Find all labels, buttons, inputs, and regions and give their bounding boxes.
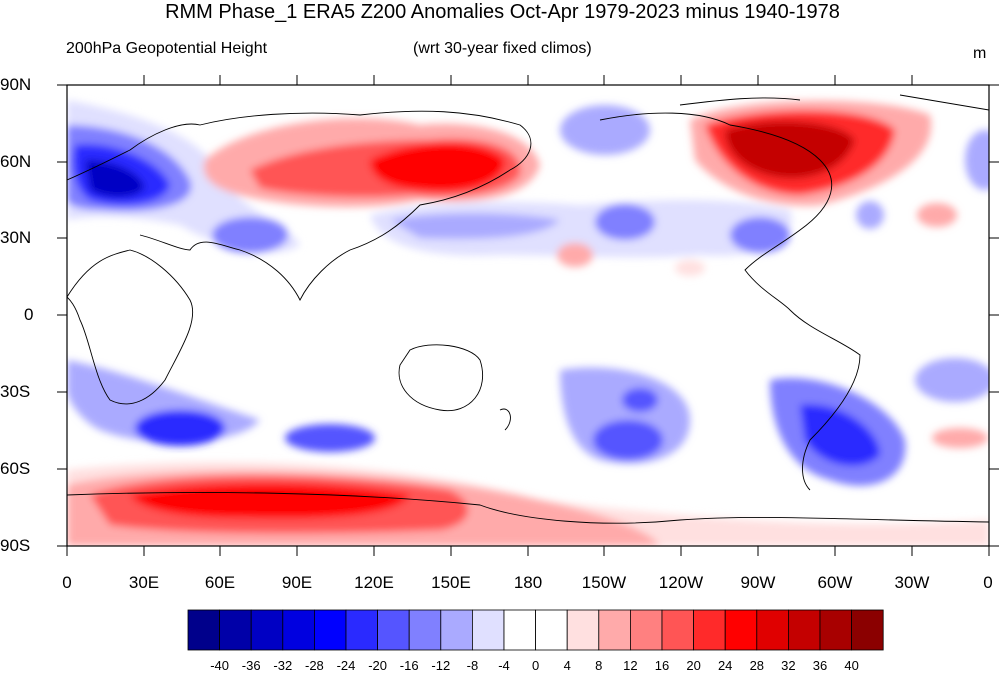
units-label: m — [973, 45, 987, 62]
axis-ticks — [57, 75, 999, 556]
lon-label-90w: 90W — [740, 573, 776, 592]
colorbar-swatch — [313, 609, 347, 651]
lon-label-120e: 120E — [354, 573, 394, 592]
colorbar — [187, 609, 884, 651]
colorbar-swatch — [693, 609, 726, 651]
coastlines — [67, 94, 989, 524]
colorbar-swatch — [250, 609, 284, 651]
lat-label-eq: 0 — [24, 305, 34, 324]
colorbar-swatch — [724, 609, 758, 651]
colorbar-tick-label: -32 — [273, 658, 293, 673]
lon-label-30w: 30W — [894, 573, 930, 592]
colorbar-tick-label: 16 — [654, 658, 670, 673]
lon-label-0-east: 0 — [983, 573, 993, 592]
colorbar-swatch — [535, 609, 568, 651]
lat-label-30s: 30S — [0, 382, 31, 401]
colorbar-tick-label: -28 — [304, 658, 324, 673]
colorbar-swatch — [345, 609, 379, 651]
colorbar-swatch — [756, 609, 789, 651]
colorbar-tick-label: 12 — [623, 658, 638, 673]
colorbar-swatch — [630, 609, 663, 651]
lon-label-150w: 150W — [581, 573, 627, 592]
colorbar-tick-label: 20 — [686, 658, 701, 673]
colorbar-tick-label: 32 — [781, 658, 796, 673]
colorbar-swatch — [819, 609, 853, 651]
map-title: RMM Phase_1 ERA5 Z200 Anomalies Oct-Apr … — [165, 1, 840, 23]
colorbar-tick-label: -4 — [498, 658, 510, 673]
lat-label-90n: 90N — [0, 75, 32, 94]
colorbar-swatch — [661, 609, 695, 651]
lon-label-120w: 120W — [658, 573, 704, 592]
lat-label-90s: 90S — [0, 536, 31, 555]
colorbar-swatch — [377, 609, 410, 651]
colorbar-tick-label: 28 — [749, 658, 765, 673]
colorbar-tick-label: 8 — [595, 658, 603, 673]
climatology-note: (wrt 30-year fixed climos) — [413, 40, 592, 57]
lat-label-60s: 60S — [0, 459, 31, 478]
colorbar-tick-label: 36 — [812, 658, 828, 673]
colorbar-tick-label: 0 — [531, 658, 540, 673]
colorbar-tick-label: -24 — [336, 658, 356, 673]
colorbar-swatch — [408, 609, 442, 651]
colorbar-tick-label: -12 — [431, 658, 451, 673]
colorbar-tick-label: 24 — [717, 658, 733, 673]
colorbar-tick-label: 40 — [844, 658, 859, 673]
colorbar-swatch — [440, 609, 473, 651]
lon-label-0: 0 — [62, 573, 72, 592]
colorbar-swatch — [566, 609, 600, 651]
colorbar-swatch — [598, 609, 631, 651]
colorbar-swatch — [187, 609, 221, 651]
lon-label-60e: 60E — [204, 573, 236, 592]
colorbar-tick-label: 4 — [563, 658, 571, 673]
colorbar-tick-label: -8 — [466, 658, 479, 673]
colorbar-swatch — [471, 609, 505, 651]
lon-label-150e: 150E — [431, 573, 471, 592]
colorbar-swatch — [219, 609, 252, 651]
colorbar-tick-label: -36 — [241, 658, 261, 673]
colorbar-swatch — [788, 609, 821, 651]
colorbar-tick-label: -20 — [368, 658, 387, 673]
lon-label-60w: 60W — [817, 573, 853, 592]
colorbar-swatch — [282, 609, 315, 651]
colorbar-tick-label: -40 — [210, 658, 229, 673]
colorbar-tick-label: -16 — [399, 658, 419, 673]
lon-label-180: 180 — [513, 573, 543, 592]
lat-label-60n: 60N — [0, 152, 32, 171]
colorbar-swatch — [503, 609, 537, 651]
lat-label-30n: 30N — [0, 228, 32, 247]
lon-label-30e: 30E — [128, 573, 160, 592]
variable-label: 200hPa Geopotential Height — [66, 40, 268, 57]
lon-label-90e: 90E — [281, 573, 313, 592]
colorbar-swatch — [851, 609, 884, 651]
